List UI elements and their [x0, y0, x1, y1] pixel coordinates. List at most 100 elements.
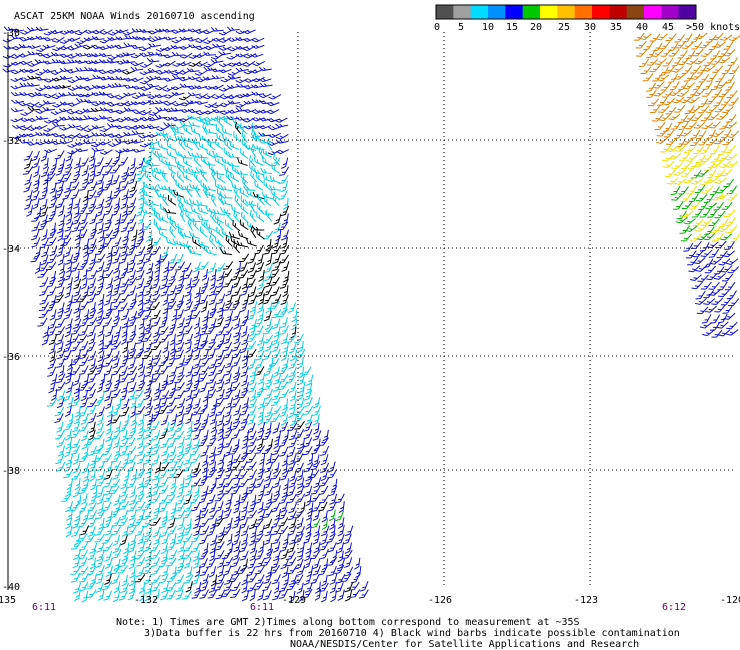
wind-barb — [26, 36, 41, 41]
wind-barb — [262, 148, 272, 158]
wind-barb — [686, 58, 699, 65]
wind-barb — [258, 93, 272, 99]
wind-barb — [146, 124, 160, 129]
wind-barb — [74, 59, 88, 64]
wind-barb — [59, 126, 73, 131]
wind-barb — [280, 180, 288, 193]
wind-barb — [89, 213, 98, 225]
wind-barb — [188, 53, 202, 59]
wind-barb — [222, 278, 233, 288]
wind-barb — [41, 181, 49, 194]
wind-barb — [73, 349, 82, 361]
wind-barb — [209, 235, 216, 248]
wind-barb — [113, 494, 121, 506]
wind-barb — [154, 36, 168, 41]
wind-barb — [71, 294, 82, 304]
wind-barb — [81, 268, 88, 281]
wind-barb — [152, 526, 161, 538]
wind-barb — [105, 430, 113, 443]
wind-barb — [114, 213, 122, 226]
wind-barb — [221, 126, 232, 136]
wind-barb — [170, 116, 184, 122]
wind-barb — [257, 382, 265, 394]
wind-barb — [91, 141, 104, 148]
wind-barb — [155, 191, 168, 199]
wind-barb — [194, 294, 201, 307]
wind-barb — [127, 349, 137, 360]
wind-barb — [88, 238, 97, 250]
wind-barb — [83, 126, 97, 133]
wind-barb — [258, 270, 265, 282]
wind-barb — [327, 542, 337, 553]
wind-barb — [10, 60, 24, 66]
wind-barb — [38, 309, 50, 319]
wind-barb — [263, 478, 272, 489]
wind-barb — [217, 414, 225, 427]
wind-barb — [194, 286, 201, 299]
wind-barb — [65, 213, 73, 225]
wind-barb — [39, 302, 50, 312]
wind-barb — [82, 77, 96, 82]
wind-barb — [58, 262, 65, 275]
wind-barb — [59, 134, 73, 139]
wind-barb — [280, 333, 289, 345]
wind-barb — [104, 550, 113, 562]
wind-barb — [146, 229, 153, 242]
wind-barb — [728, 298, 740, 307]
wind-barb — [82, 238, 90, 251]
wind-barb — [18, 133, 32, 138]
wind-barb — [101, 340, 113, 350]
wind-barb — [288, 358, 298, 370]
wind-barb — [47, 254, 58, 264]
wind-barb — [88, 198, 97, 210]
wind-barb — [156, 126, 169, 132]
wind-barb — [186, 67, 200, 73]
wind-barb — [231, 204, 241, 215]
wind-barb — [297, 373, 305, 386]
wind-barb — [123, 107, 137, 112]
wind-barb — [162, 86, 176, 92]
wind-barb — [701, 122, 714, 130]
wind-barb — [263, 310, 272, 322]
wind-barb — [272, 318, 281, 330]
wind-barb — [35, 115, 49, 120]
wind-barb — [114, 44, 128, 50]
wind-barb — [171, 309, 178, 322]
wind-barb — [35, 76, 48, 81]
wind-barb — [125, 205, 136, 215]
wind-barb — [197, 437, 208, 447]
wind-barb — [171, 102, 185, 107]
wind-barb — [170, 122, 177, 135]
wind-barb — [150, 278, 160, 290]
wind-barb — [191, 270, 200, 282]
wind-barb — [116, 116, 130, 123]
wind-barb — [84, 52, 98, 58]
wind-barb — [12, 124, 26, 129]
colorbar-label: 10 — [482, 22, 494, 33]
wind-barb — [79, 365, 89, 375]
wind-barb — [647, 98, 660, 107]
wind-barb — [121, 189, 129, 201]
wind-barb — [271, 502, 281, 513]
wind-barb — [128, 372, 138, 384]
wind-barb — [77, 261, 88, 271]
wind-barb — [87, 326, 96, 337]
wind-barb — [233, 186, 240, 199]
wind-barb — [215, 364, 226, 375]
wind-barb — [110, 174, 120, 185]
wind-barb — [130, 61, 144, 67]
wind-barb — [151, 309, 161, 320]
wind-barb — [337, 524, 345, 537]
wind-barb — [123, 140, 137, 145]
wind-barb — [78, 517, 88, 528]
wind-barb — [719, 120, 730, 130]
wind-barb — [94, 317, 105, 327]
wind-barb — [270, 396, 281, 407]
wind-barb — [249, 210, 257, 223]
wind-barb — [141, 565, 153, 575]
wind-barb — [198, 420, 208, 431]
wind-barb — [256, 228, 265, 240]
wind-barb — [216, 293, 226, 305]
wind-barb — [59, 140, 73, 145]
wind-barb — [131, 85, 145, 90]
